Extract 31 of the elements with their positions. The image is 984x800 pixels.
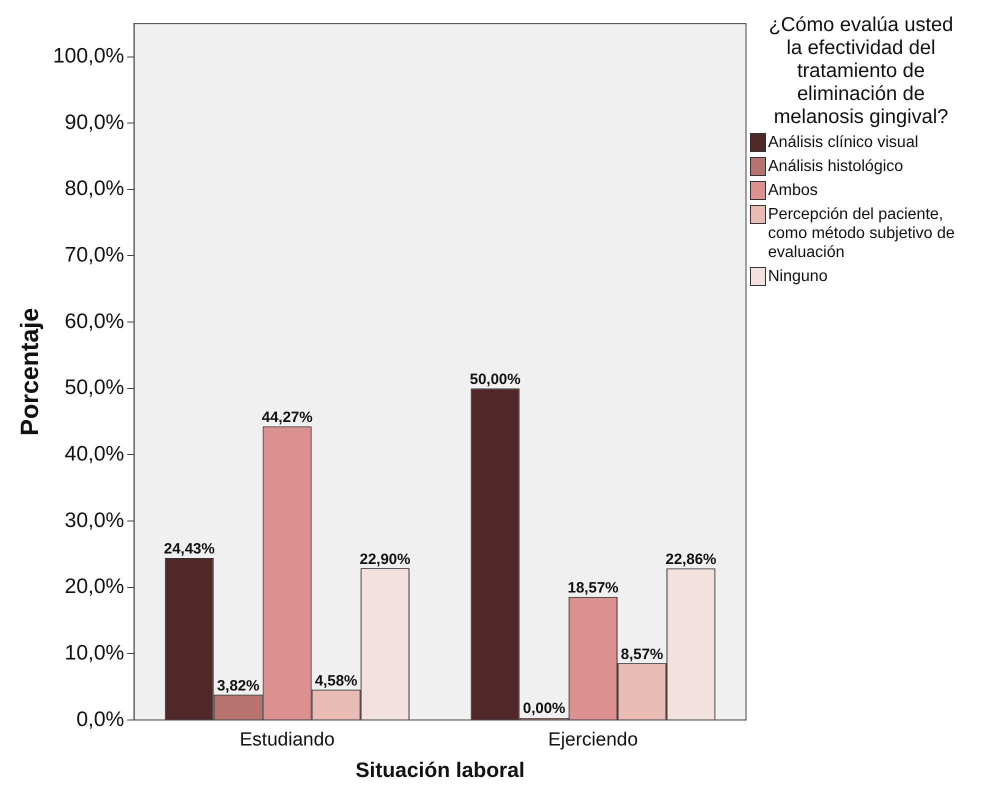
y-tick-label: 30,0% [64,508,124,532]
legend-label: Ninguno [768,267,828,286]
data-label: 8,57% [620,646,664,663]
y-tick-label: 20,0% [64,575,124,598]
x-axis-title: Situación laboral [356,759,525,782]
legend-label: Análisis clínico visual [768,133,918,152]
data-label: 4,58% [314,672,358,690]
y-tick-label: 50,0% [64,376,124,400]
legend-label: Ambos [768,181,818,200]
data-label: 22,86% [666,551,716,568]
data-label: 3,82% [216,677,260,694]
y-tick-label: 10,0% [64,641,124,664]
x-tick-label: Ejerciendo [548,730,638,751]
legend-label: Percepción del paciente, como método subjetivo de evaluación [768,205,956,262]
x-tick-label: Estudiando [240,730,335,751]
legend-title: ¿Cómo evalúa usted la efectividad del tratamiento de eliminación de melanosis gingival? [768,14,954,129]
data-label: 44,27% [262,409,313,426]
data-label: 0,00% [522,700,566,718]
data-label: 22,90% [360,550,410,568]
y-tick-label: 90,0% [64,110,124,134]
y-tick-label: 0,0% [76,708,124,731]
y-tick-label: 100,0% [52,44,124,68]
y-axis-title: Porcentaje [16,308,44,436]
data-label: 18,57% [568,579,618,596]
y-tick-label: 40,0% [64,442,124,466]
data-label: 50,00% [470,371,521,388]
legend-label: Análisis histológico [768,157,904,176]
y-tick-label: 70,0% [64,244,124,267]
y-tick-label: 80,0% [64,177,124,200]
y-tick-label: 60,0% [64,310,124,333]
data-label: 24,43% [164,540,215,558]
